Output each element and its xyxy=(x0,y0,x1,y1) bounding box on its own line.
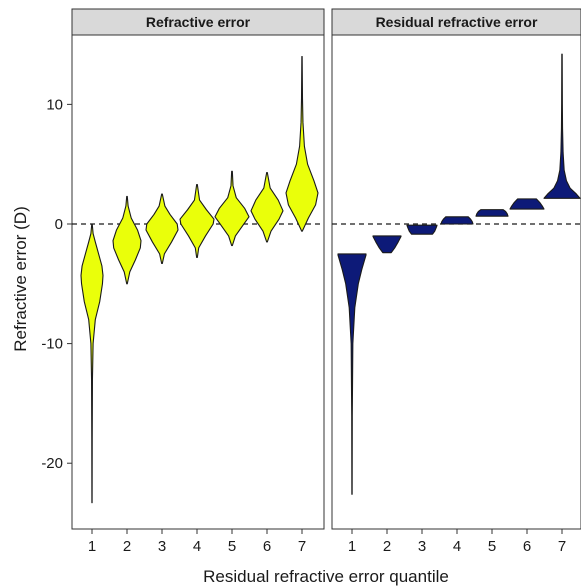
panel-frame xyxy=(71,34,325,530)
x-tick-label: 3 xyxy=(158,538,166,555)
x-tick-label: 3 xyxy=(418,538,426,555)
violin-q5 xyxy=(214,170,250,247)
x-tick-label: 1 xyxy=(348,538,356,555)
y-tick-label: 10 xyxy=(46,96,63,113)
violin-q6 xyxy=(250,172,284,243)
x-tick-label: 5 xyxy=(488,538,496,555)
violin-q3 xyxy=(145,193,179,265)
panel-title: Residual refractive error xyxy=(376,14,538,30)
violin-q1 xyxy=(337,253,367,495)
x-tick-label: 6 xyxy=(263,538,271,555)
violin-q1 xyxy=(80,223,104,504)
x-tick-label: 4 xyxy=(453,538,461,555)
violin-q4 xyxy=(179,183,215,259)
violin-q3 xyxy=(406,224,438,235)
violin-q6 xyxy=(509,198,545,210)
x-axis-title: Residual refractive error quantile xyxy=(203,567,449,586)
panel-2: Residual refractive error 1 2 3 4 5 6 7 xyxy=(331,8,581,555)
x-tick-label: 6 xyxy=(523,538,531,555)
x-tick-label: 7 xyxy=(298,538,306,555)
violin-q7 xyxy=(285,55,319,232)
panel-1: Refractive error 1 2 3 4 5 6 7 xyxy=(71,8,325,555)
panel-title: Refractive error xyxy=(146,14,251,30)
y-axis-title: Refractive error (D) xyxy=(11,206,30,351)
x-tick-label: 5 xyxy=(228,538,236,555)
violin-q2 xyxy=(372,235,402,254)
panel-strip xyxy=(331,8,581,36)
x-tick-label: 7 xyxy=(558,538,566,555)
violin-q7 xyxy=(543,53,581,199)
x-tick-label: 2 xyxy=(123,538,131,555)
y-tick-label: -10 xyxy=(41,336,63,353)
y-axis: 10 0 -10 -20 xyxy=(41,96,72,472)
x-tick-label: 2 xyxy=(383,538,391,555)
violin-q2 xyxy=(112,195,142,285)
violin-q5 xyxy=(475,209,509,217)
y-tick-label: 0 xyxy=(55,216,63,233)
y-tick-label: -20 xyxy=(41,455,63,472)
x-tick-label: 1 xyxy=(88,538,96,555)
x-tick-label: 4 xyxy=(193,538,201,555)
panel-strip xyxy=(71,8,325,36)
panel-frame xyxy=(331,34,581,530)
violin-q4 xyxy=(440,216,474,225)
